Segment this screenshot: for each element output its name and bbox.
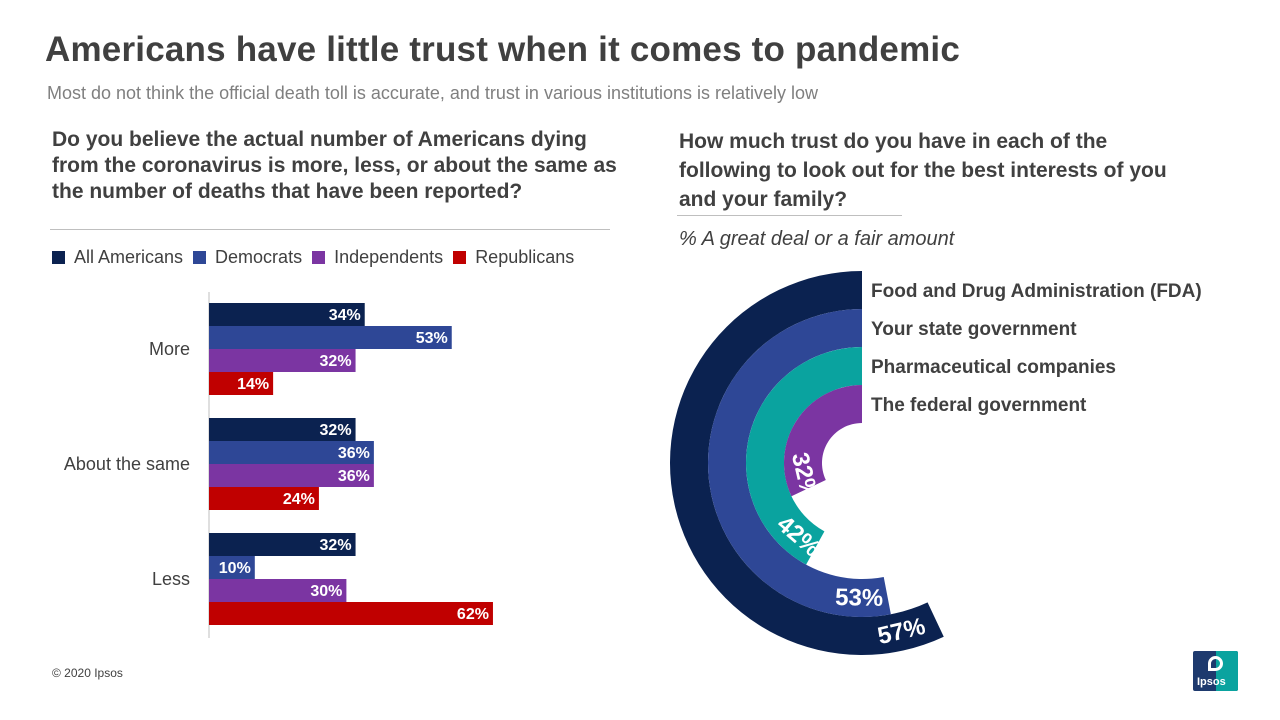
logo-text: Ipsos xyxy=(1197,676,1226,688)
ring-category-the-federal-government: The federal government xyxy=(871,395,1087,416)
page-title: Americans have little trust when it come… xyxy=(45,30,961,69)
legend-item-democrats: Democrats xyxy=(193,247,302,268)
left-question-divider xyxy=(50,229,610,230)
bar-all-americans-more xyxy=(209,303,365,326)
bar-legend: All Americans Democrats Independents Rep… xyxy=(52,246,584,268)
bar-label-democrats-more: 53% xyxy=(416,330,448,347)
right-question-divider xyxy=(677,215,902,216)
bar-independents-less xyxy=(209,579,347,602)
right-question: How much trust do you have in each of th… xyxy=(679,130,1167,211)
ring-category-pharmaceutical-companies: Pharmaceutical companies xyxy=(871,357,1116,378)
right-chart-note: % A great deal or a fair amount xyxy=(679,228,955,250)
page-subtitle: Most do not think the official death tol… xyxy=(47,83,819,103)
bar-label-democrats-about-the-same: 36% xyxy=(338,445,370,462)
legend-item-republicans: Republicans xyxy=(453,247,574,268)
ring-pharmaceutical-companies xyxy=(746,347,862,565)
category-label-less: Less xyxy=(152,569,190,589)
bar-label-republicans-about-the-same: 24% xyxy=(283,491,315,508)
category-label-more: More xyxy=(149,339,190,359)
bar-all-americans-less xyxy=(209,533,356,556)
bar-label-independents-about-the-same: 36% xyxy=(338,468,370,485)
bar-democrats-more xyxy=(209,326,452,349)
bar-label-republicans-more: 14% xyxy=(237,376,269,393)
legend-swatch-democrats xyxy=(193,250,207,264)
ipsos-logo: Ipsos xyxy=(1193,651,1238,691)
left-question: Do you believe the actual number of Amer… xyxy=(52,128,617,203)
ring-food-and-drug-administration-fda xyxy=(670,271,944,655)
ring-label-your-state-government: 53% xyxy=(835,584,884,612)
bar-label-all-americans-less: 32% xyxy=(320,537,352,554)
legend-swatch-all-americans xyxy=(52,250,65,264)
bar-label-all-americans-about-the-same: 32% xyxy=(320,422,352,439)
bar-republicans-more xyxy=(209,372,274,395)
ring-your-state-government xyxy=(707,309,891,617)
bar-all-americans-about-the-same xyxy=(209,418,356,441)
ring-category-food-and-drug-administration-fda: Food and Drug Administration (FDA) xyxy=(871,281,1202,302)
bar-independents-about-the-same xyxy=(209,464,374,487)
bar-label-all-americans-more: 34% xyxy=(329,307,361,324)
bar-chart: More 34% 53% 32% 14% About the same 32% 36% 36% 2… xyxy=(64,292,493,638)
legend-swatch-independents xyxy=(312,250,326,264)
legend-swatch-republicans xyxy=(453,250,467,264)
category-label-about-the-same: About the same xyxy=(64,454,190,474)
bar-label-independents-less: 30% xyxy=(310,583,342,600)
bar-republicans-about-the-same xyxy=(209,487,319,510)
bar-label-independents-more: 32% xyxy=(320,353,352,370)
legend-label-independents: Independents xyxy=(334,246,444,267)
ring-the-federal-government xyxy=(783,385,862,497)
bar-democrats-about-the-same xyxy=(209,441,374,464)
bar-independents-more xyxy=(209,349,356,372)
ring-category-your-state-government: Your state government xyxy=(871,319,1077,340)
bar-label-republicans-less: 62% xyxy=(457,606,489,623)
bar-democrats-less xyxy=(209,556,255,579)
legend-label-democrats: Democrats xyxy=(215,246,303,267)
legend-item-all-americans: All Americans xyxy=(52,247,183,268)
logo-mark-icon xyxy=(1208,656,1223,671)
legend-item-independents: Independents xyxy=(312,247,443,268)
legend-label-republicans: Republicans xyxy=(475,246,575,267)
bar-republicans-less xyxy=(209,602,493,625)
bar-label-democrats-less: 10% xyxy=(219,560,251,577)
legend-label-all-americans: All Americans xyxy=(74,246,184,267)
copyright: © 2020 Ipsos xyxy=(52,666,123,680)
